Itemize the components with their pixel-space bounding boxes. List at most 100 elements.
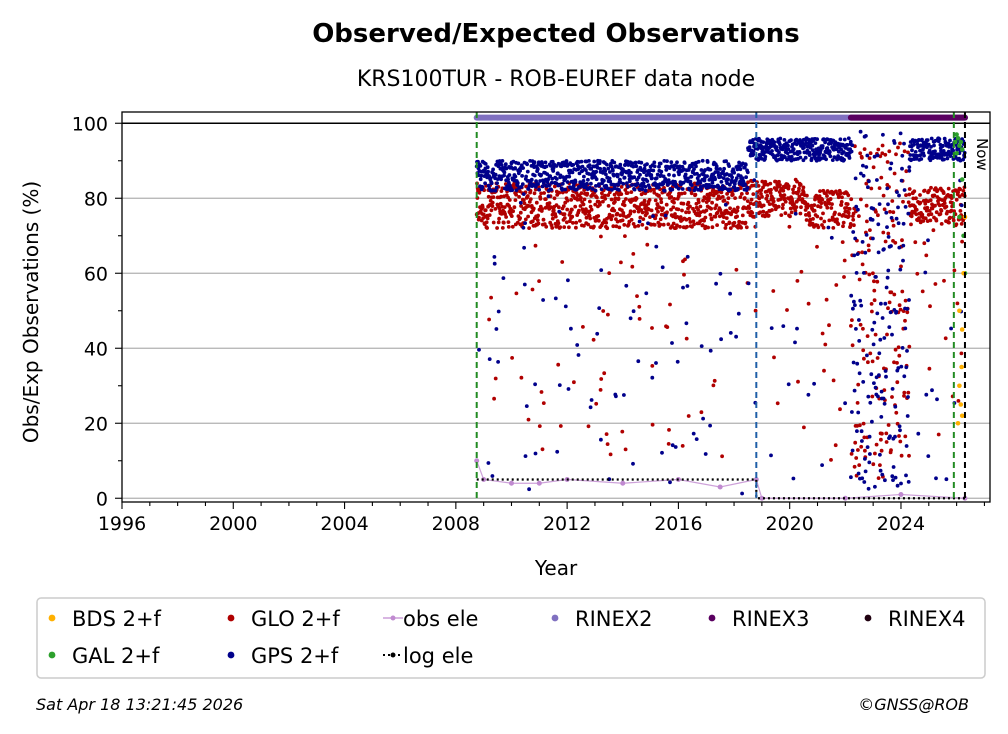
point-glo-981 bbox=[802, 425, 806, 430]
point-gps-57 bbox=[493, 172, 498, 177]
point-glo-1031 bbox=[818, 205, 823, 209]
point-glo-393 bbox=[606, 312, 610, 317]
point-glo-1260 bbox=[895, 361, 899, 365]
point-glo-1267 bbox=[897, 353, 902, 358]
point-glo-1257 bbox=[894, 152, 898, 157]
point-glo-635 bbox=[686, 414, 691, 418]
point-glo-1149 bbox=[858, 423, 862, 428]
point-glo-1029 bbox=[818, 189, 822, 194]
point-gps-83 bbox=[502, 170, 507, 175]
point-glo-84 bbox=[502, 205, 507, 210]
point-gps-197 bbox=[540, 184, 545, 189]
point-gps-49 bbox=[491, 167, 495, 172]
point-glo-1116 bbox=[847, 214, 851, 218]
point-glo-246 bbox=[556, 205, 561, 210]
point-glo-207 bbox=[543, 197, 548, 202]
point-glo-394 bbox=[606, 193, 611, 198]
point-gps-396 bbox=[607, 187, 611, 192]
point-glo-824 bbox=[749, 197, 754, 202]
point-glo-919 bbox=[781, 188, 786, 193]
point-glo-1386 bbox=[936, 432, 941, 437]
point-gps-119 bbox=[514, 188, 519, 193]
point-gps-1148 bbox=[857, 371, 862, 376]
point-glo-1177 bbox=[867, 272, 872, 277]
point-gps-1301 bbox=[908, 153, 913, 157]
y-tick-label-0: 0 bbox=[96, 488, 108, 510]
point-glo-917 bbox=[780, 206, 785, 211]
point-gps-316 bbox=[580, 169, 585, 173]
point-glo-667 bbox=[697, 213, 702, 218]
point-glo-433 bbox=[619, 192, 624, 197]
point-glo-1439 bbox=[954, 222, 959, 227]
point-glo-1069 bbox=[831, 226, 836, 230]
point-gps-562 bbox=[662, 159, 667, 163]
point-gps-1258 bbox=[894, 309, 899, 314]
point-gps-94 bbox=[506, 177, 510, 182]
point-glo-1093 bbox=[839, 203, 844, 207]
point-glo-373 bbox=[599, 377, 604, 381]
point-glo-37 bbox=[487, 317, 491, 322]
point-gps-1429 bbox=[951, 148, 955, 153]
point-glo-780 bbox=[735, 214, 739, 219]
point-glo-790 bbox=[738, 195, 743, 200]
point-glo-1112 bbox=[845, 202, 850, 207]
point-glo-1338 bbox=[920, 289, 925, 294]
point-glo-781 bbox=[735, 208, 740, 213]
point-gps-174 bbox=[532, 173, 537, 178]
point-glo-272 bbox=[565, 198, 570, 203]
point-gps-1140 bbox=[855, 429, 859, 433]
point-gps-565 bbox=[663, 177, 668, 181]
point-gps-222 bbox=[548, 164, 553, 168]
point-glo-905 bbox=[776, 204, 781, 209]
point-glo-1375 bbox=[933, 203, 937, 208]
point-glo-742 bbox=[722, 198, 727, 203]
point-glo-989 bbox=[804, 218, 809, 222]
point-gps-48 bbox=[490, 188, 495, 193]
point-gps-740 bbox=[721, 176, 726, 181]
point-gps-454 bbox=[626, 163, 631, 167]
point-gps-546 bbox=[657, 164, 661, 169]
point-glo-614 bbox=[679, 191, 684, 196]
point-gps-525 bbox=[650, 176, 654, 181]
point-gps-277 bbox=[567, 174, 572, 179]
point-glo-1395 bbox=[939, 222, 944, 226]
legend-label-bds-2-f: BDS 2+f bbox=[72, 607, 162, 631]
point-glo-1226 bbox=[883, 239, 888, 244]
point-gps-1353 bbox=[925, 138, 930, 143]
point-gps-240 bbox=[554, 177, 559, 181]
point-gps-818 bbox=[747, 145, 752, 150]
point-glo-1095 bbox=[840, 195, 844, 200]
point-glo-1310 bbox=[911, 196, 916, 201]
point-glo-432 bbox=[619, 260, 623, 265]
point-glo-7 bbox=[477, 215, 481, 220]
point-gps-732 bbox=[719, 337, 723, 342]
point-gps-469 bbox=[631, 164, 636, 169]
point-gps-686 bbox=[703, 452, 708, 456]
point-glo-1359 bbox=[927, 209, 932, 213]
point-gps-308 bbox=[577, 171, 582, 176]
point-glo-1188 bbox=[871, 271, 875, 276]
point-gps-575 bbox=[666, 178, 671, 183]
point-gps-282 bbox=[569, 326, 573, 331]
point-glo-202 bbox=[542, 191, 546, 195]
point-glo-371 bbox=[598, 388, 603, 392]
point-glo-990 bbox=[805, 193, 809, 198]
point-gps-1388 bbox=[937, 137, 942, 141]
point-gps-1256 bbox=[893, 475, 898, 480]
point-gps-1111 bbox=[845, 143, 850, 147]
point-glo-1157 bbox=[860, 262, 865, 267]
point-gps-157 bbox=[527, 487, 531, 492]
point-gps-499 bbox=[641, 177, 646, 182]
point-glo-1199 bbox=[874, 442, 879, 447]
point-gps-555 bbox=[660, 450, 664, 455]
point-gps-1233 bbox=[886, 202, 890, 207]
point-glo-1049 bbox=[824, 297, 829, 302]
point-glo-594 bbox=[673, 212, 677, 216]
point-gps-815 bbox=[746, 281, 751, 286]
point-glo-314 bbox=[579, 191, 584, 196]
point-gps-1179 bbox=[868, 452, 872, 456]
point-gps-712 bbox=[712, 184, 717, 189]
point-glo-925 bbox=[783, 211, 788, 216]
point-glo-1202 bbox=[875, 356, 880, 360]
point-gps-1172 bbox=[865, 445, 870, 449]
